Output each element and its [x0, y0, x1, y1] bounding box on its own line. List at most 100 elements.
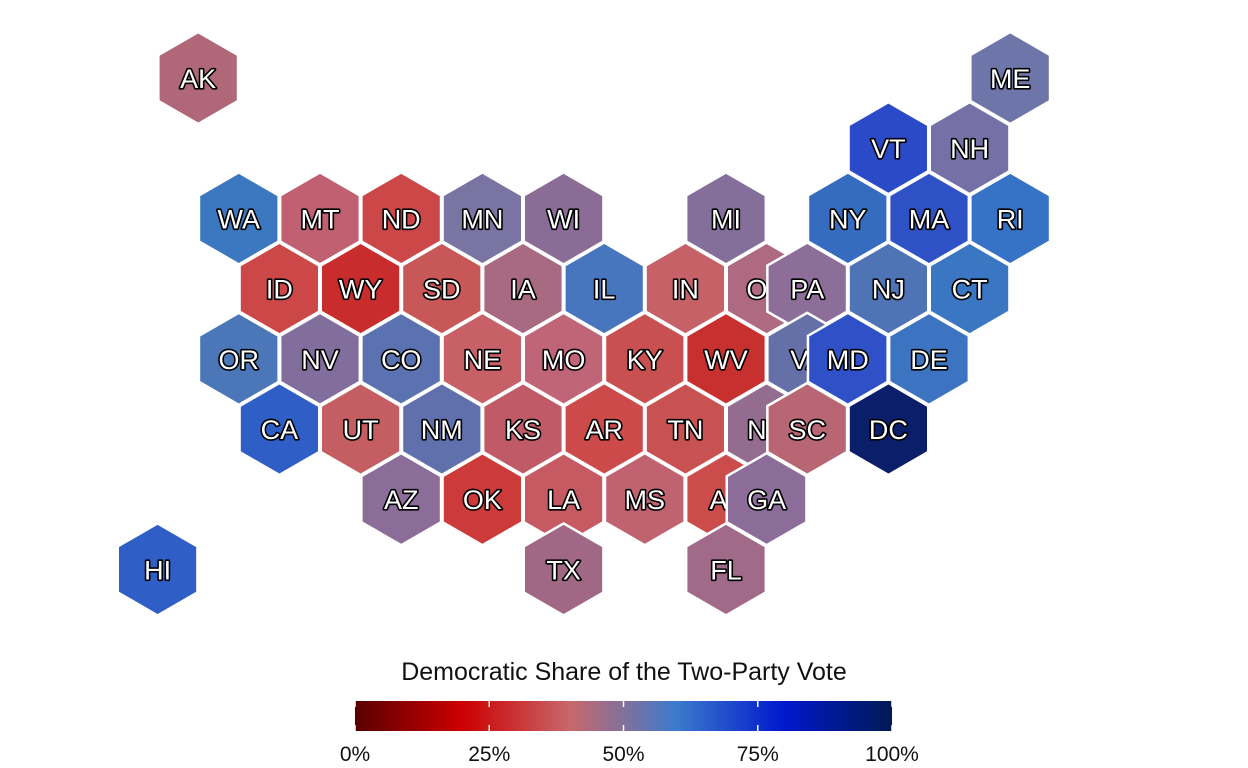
state-label: VT: [871, 134, 906, 164]
state-hex-id: ID: [238, 241, 321, 337]
state-hex-shape: [360, 311, 443, 407]
state-hex-az: AZ: [360, 451, 443, 547]
state-hex-shape: [887, 311, 971, 407]
state-hex-wv: WV: [684, 311, 768, 407]
state-label: CA: [261, 415, 299, 445]
state-label: ND: [382, 204, 421, 234]
state-label: MI: [711, 204, 741, 234]
state-hex-il: IL: [563, 241, 646, 337]
state-label: KY: [627, 345, 663, 375]
state-hex-de: DE: [887, 311, 971, 407]
state-label: PA: [790, 275, 824, 305]
state-hex-shape: [969, 170, 1052, 266]
state-label: WA: [218, 204, 261, 234]
state-label: NV: [301, 345, 339, 375]
state-hex-shape: [441, 451, 524, 547]
state-label: FL: [710, 555, 742, 585]
state-hex-mo: MO: [522, 311, 605, 407]
state-hex-shape: [603, 451, 686, 547]
state-hex-shape: [522, 170, 605, 266]
state-hex-shape: [197, 311, 280, 407]
state-hex-shape: [806, 311, 889, 407]
state-label: UT: [343, 415, 379, 445]
state-hex-shape: [603, 311, 686, 407]
state-hex-ri: RI: [969, 170, 1052, 266]
state-hex-shape: [157, 30, 240, 126]
state-label: MS: [625, 485, 666, 515]
state-hex-shape: [360, 170, 443, 266]
state-hex-vt: VT: [847, 100, 930, 196]
state-hex-shape: [278, 170, 362, 266]
state-hex-shape: [684, 311, 768, 407]
state-hex-shape: [522, 311, 605, 407]
state-hex-mt: MT: [278, 170, 362, 266]
state-hex-shape: [766, 381, 849, 477]
state-hex-shape: [969, 30, 1052, 126]
state-hex-shape: [319, 381, 402, 477]
hex-tile-map: AKMEVTNHWAMTNDMNWIMINYMARIIDWYSDIAILINOH…: [116, 30, 1052, 617]
state-hex-ms: MS: [603, 451, 686, 547]
state-hex-co: CO: [360, 311, 443, 407]
state-hex-shape: [400, 381, 483, 477]
state-hex-ne: NE: [441, 311, 524, 407]
state-label: NJ: [872, 275, 905, 305]
state-label: SC: [788, 415, 826, 445]
state-hex-ks: KS: [481, 381, 565, 477]
state-label: CT: [952, 275, 988, 305]
legend-tick-label: 50%: [602, 743, 645, 766]
state-hex-dc: DC: [847, 381, 930, 477]
state-hex-tn: TN: [644, 381, 727, 477]
state-label: TN: [667, 415, 703, 445]
state-label: NM: [421, 415, 463, 445]
state-label: HI: [144, 555, 171, 585]
state-label: ME: [990, 64, 1031, 94]
state-hex-wy: WY: [319, 241, 402, 337]
state-hex-mi: MI: [684, 170, 768, 266]
state-hex-ga: GA: [725, 451, 808, 547]
state-hex-shape: [928, 241, 1011, 337]
legend-tick-label: 75%: [736, 743, 779, 766]
state-label: WI: [547, 204, 580, 234]
state-label: RI: [997, 204, 1024, 234]
state-hex-shape: [563, 241, 646, 337]
state-hex-tx: TX: [522, 521, 605, 617]
state-hex-in: IN: [644, 241, 727, 337]
state-hex-nm: NM: [400, 381, 483, 477]
state-label: MD: [827, 345, 869, 375]
state-hex-or: OR: [197, 311, 280, 407]
state-hex-shape: [644, 381, 727, 477]
state-hex-mn: MN: [441, 170, 524, 266]
state-label: AK: [180, 64, 216, 94]
state-hex-nh: NH: [928, 100, 1011, 196]
state-label: IN: [672, 275, 699, 305]
state-label: KS: [505, 415, 541, 445]
state-hex-shape: [684, 521, 768, 617]
state-label: AR: [585, 415, 623, 445]
state-hex-shape: [847, 100, 930, 196]
state-hex-ut: UT: [319, 381, 402, 477]
state-hex-shape: [522, 521, 605, 617]
state-hex-md: MD: [806, 311, 889, 407]
state-hex-shape: [319, 241, 402, 337]
state-hex-shape: [563, 381, 646, 477]
state-label: GA: [747, 485, 786, 515]
state-hex-ny: NY: [806, 170, 889, 266]
state-label: OR: [219, 345, 260, 375]
state-hex-shape: [806, 170, 889, 266]
state-hex-shape: [278, 311, 362, 407]
state-label: LA: [547, 485, 580, 515]
state-hex-shape: [197, 170, 280, 266]
state-hex-shape: [644, 241, 727, 337]
state-hex-hi: HI: [116, 521, 199, 617]
state-label: ID: [266, 275, 293, 305]
state-label: IL: [593, 275, 616, 305]
state-label: TX: [546, 555, 581, 585]
state-label: DC: [869, 415, 908, 445]
state-hex-nv: NV: [278, 311, 362, 407]
legend-tick-label: 0%: [339, 743, 371, 766]
state-hex-shape: [116, 521, 199, 617]
state-label: MT: [301, 204, 340, 234]
state-hex-fl: FL: [684, 521, 768, 617]
state-label: MA: [909, 204, 950, 234]
state-hex-shape: [441, 311, 524, 407]
